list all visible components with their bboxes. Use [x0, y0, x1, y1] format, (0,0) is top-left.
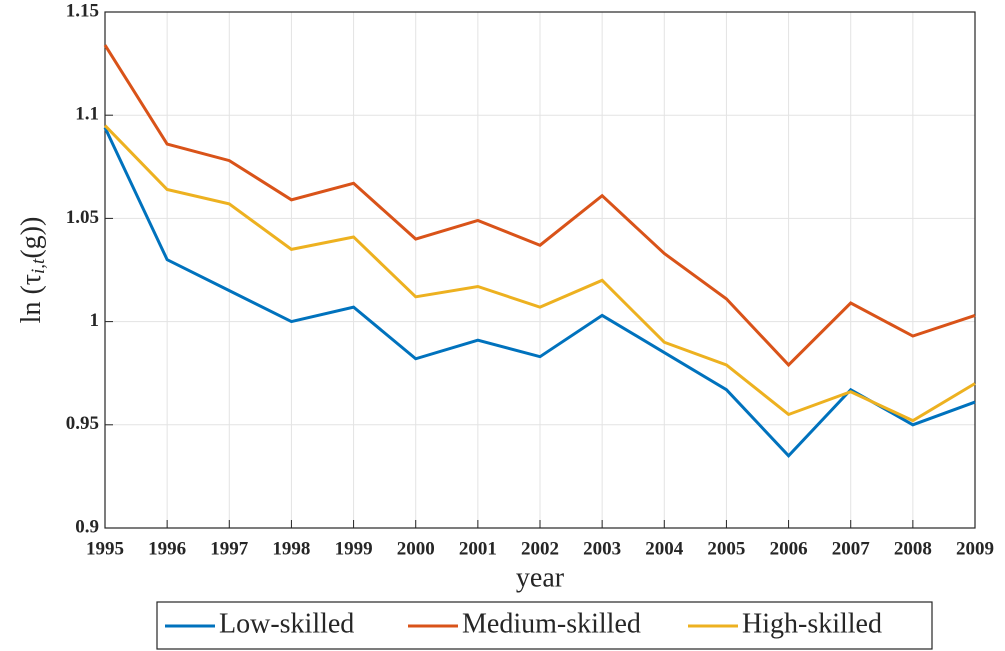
y-tick-label: 1 [90, 310, 100, 331]
x-tick-label: 2008 [894, 538, 932, 559]
y-label-part: (g)) [16, 217, 47, 259]
legend-label: Medium-skilled [462, 608, 641, 639]
axes-box [104, 11, 976, 529]
x-axis-label: year [516, 562, 565, 593]
y-label-part: ln (τ [16, 274, 47, 323]
x-tick-label: 1998 [272, 538, 310, 559]
x-tick-label: 2000 [397, 538, 435, 559]
y-tick-label: 1.05 [66, 207, 99, 228]
x-tick-label: 2006 [770, 538, 808, 559]
legend-label: High-skilled [742, 608, 882, 639]
series-line [103, 44, 976, 368]
series-line [103, 124, 976, 423]
legend-box [156, 601, 933, 650]
y-label-part: i,t [28, 258, 49, 274]
x-tick-label: 1999 [335, 538, 373, 559]
x-tick-label: 2002 [521, 538, 559, 559]
y-tick-label: 1.1 [75, 104, 99, 125]
y-tick-label: 0.9 [75, 516, 99, 537]
x-tick-label: 1996 [148, 538, 186, 559]
x-tick-label: 1995 [86, 538, 124, 559]
y-tick-label: 0.95 [66, 413, 99, 434]
series-line [103, 126, 976, 458]
y-tick-label: 1.15 [66, 0, 99, 21]
x-tick-label: 2005 [707, 538, 745, 559]
y-axis-label: ln (τi,t(g)) [16, 217, 49, 324]
x-tick-label: 2003 [583, 538, 621, 559]
x-tick-label: 1997 [210, 538, 249, 559]
x-tick-label: 2009 [956, 538, 994, 559]
x-tick-label: 2007 [832, 538, 871, 559]
x-tick-label: 2001 [459, 538, 497, 559]
x-tick-label: 2004 [645, 538, 684, 559]
legend-label: Low-skilled [219, 608, 354, 639]
